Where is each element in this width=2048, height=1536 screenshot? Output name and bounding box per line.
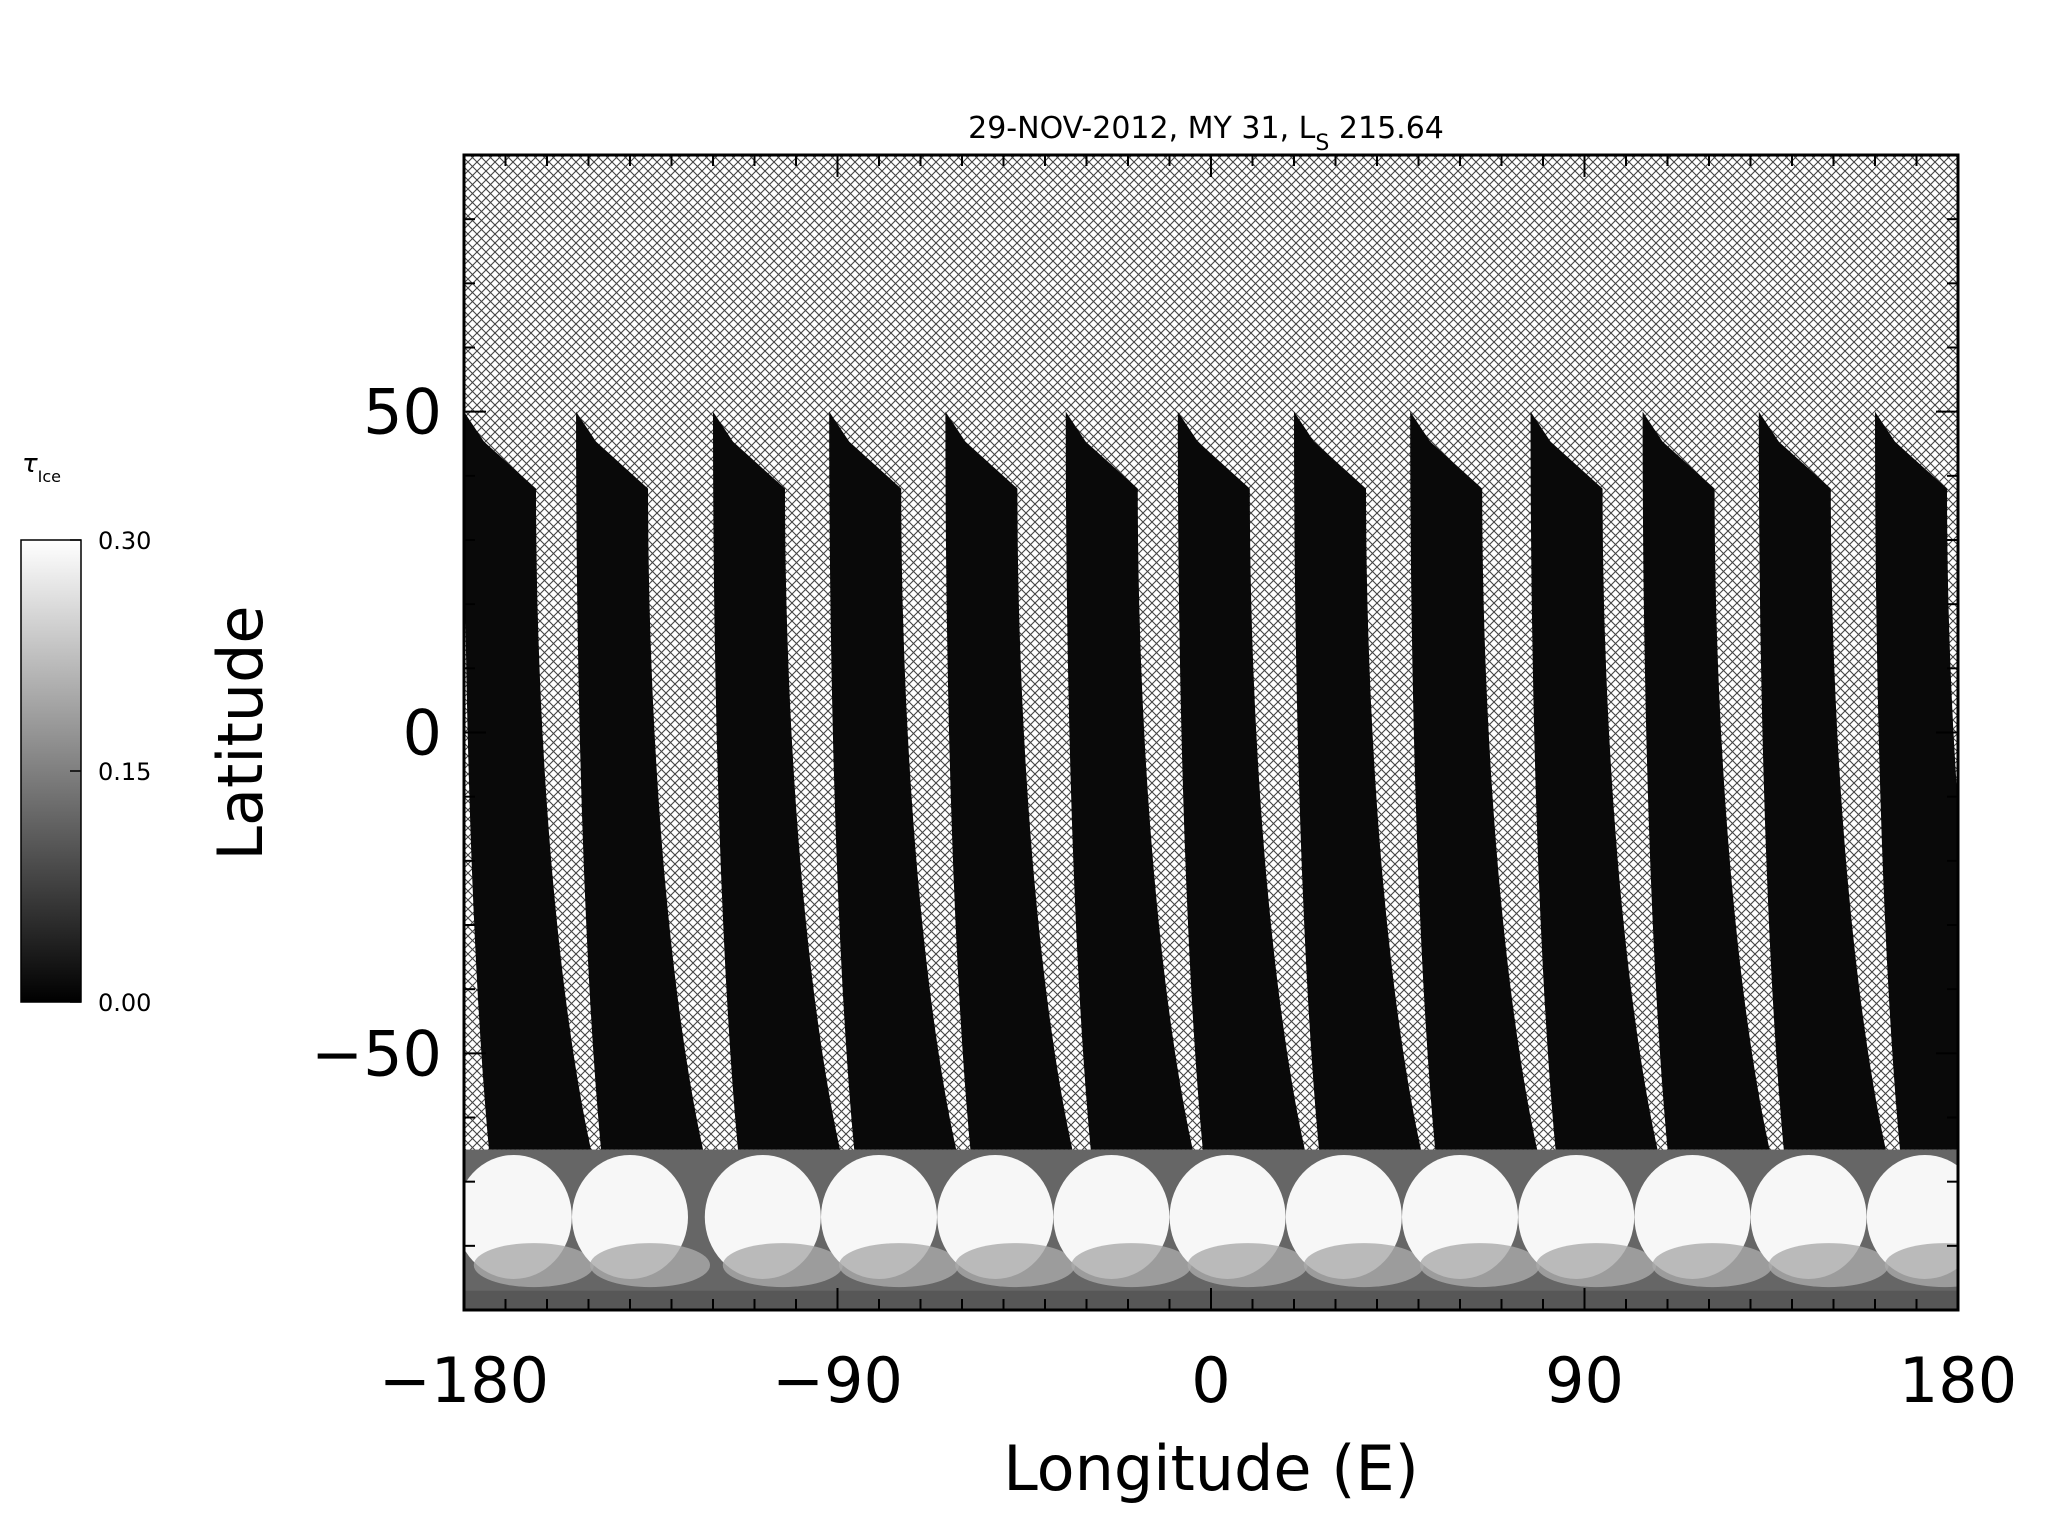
polar-cloud-streak: [1303, 1243, 1424, 1288]
orbit-swath: [1530, 411, 1658, 1150]
orbit-swath: [1294, 411, 1421, 1150]
colorbar-ticks: 0.00 0.15 0.30: [70, 527, 151, 1017]
colorbar: τIce 0.00 0.15 0.30: [20, 449, 151, 1017]
chart-title: 29-NOV-2012, MY 31, LS 215.64: [968, 111, 1444, 156]
colorbar-tick-label: 0.15: [98, 758, 151, 786]
x-tick-label: 0: [1191, 1344, 1230, 1417]
chart-title-main: 29-NOV-2012, MY 31, L: [968, 111, 1316, 146]
svg-text:29-NOV-2012, MY 31, LS 215.64: 29-NOV-2012, MY 31, LS 215.64: [968, 111, 1444, 156]
y-axis-ticks: −50 0 50: [311, 154, 1958, 1311]
chart-title-value: 215.64: [1339, 111, 1444, 146]
orbit-swath: [1875, 411, 1958, 1150]
polar-cloud-streak: [590, 1243, 710, 1288]
orbit-swath: [713, 411, 840, 1150]
chart-title-subscript: S: [1315, 131, 1329, 156]
y-axis-label: Latitude: [204, 605, 277, 860]
colorbar-label-symbol: τ: [22, 449, 38, 479]
polar-cloud-streak: [955, 1243, 1076, 1288]
polar-cloud-streak: [1420, 1243, 1540, 1288]
orbit-swath: [1758, 411, 1886, 1150]
x-axis-ticks: −180 −90 0 90 180: [379, 155, 2017, 1417]
orbit-swath: [576, 411, 704, 1150]
polar-cloud-streak: [839, 1243, 959, 1288]
orbit-swath: [1642, 411, 1770, 1150]
south-polar-cloud: [464, 1149, 1958, 1310]
polar-cloud-streak: [1536, 1243, 1657, 1288]
colorbar-tick-label: 0.00: [98, 989, 151, 1017]
colorbar-label-subscript: Ice: [38, 467, 61, 486]
y-tick-label: −50: [311, 1017, 442, 1090]
orbit-swath: [945, 411, 1073, 1150]
colorbar-label: τIce: [22, 449, 61, 486]
x-tick-label: −180: [379, 1344, 549, 1417]
polar-cloud-streak: [1071, 1243, 1192, 1288]
polar-cloud-streak: [722, 1243, 843, 1288]
orbit-swaths: [464, 411, 2048, 1150]
colorbar-tick-label: 0.30: [98, 527, 151, 555]
x-tick-label: −90: [772, 1344, 903, 1417]
polar-cloud-streak: [1884, 1243, 1958, 1288]
orbit-swath: [829, 411, 957, 1150]
orbit-swath: [1410, 411, 1538, 1150]
polar-cloud-streak: [1187, 1243, 1308, 1288]
orbit-swath: [1991, 412, 2048, 1150]
x-axis-label: Longitude (E): [1003, 1432, 1419, 1505]
x-tick-label: 180: [1899, 1344, 2017, 1417]
polar-cloud-streak: [1652, 1243, 1773, 1288]
polar-cloud-streak: [473, 1243, 594, 1288]
y-tick-label: 0: [403, 697, 442, 770]
orbit-swath: [464, 411, 591, 1150]
plot-area: [462, 153, 2048, 1312]
polar-cloud-streak: [1768, 1243, 1889, 1288]
orbit-swath: [1177, 411, 1305, 1150]
orbit-swath: [1065, 411, 1193, 1150]
y-tick-label: 50: [363, 376, 442, 449]
x-tick-label: 90: [1545, 1344, 1624, 1417]
